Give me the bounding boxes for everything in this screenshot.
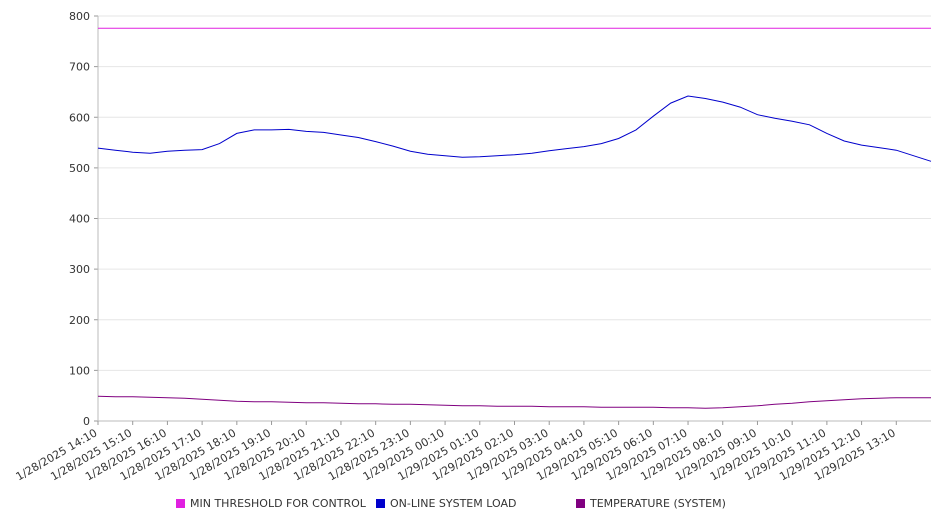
legend-item-threshold[interactable]: MIN THRESHOLD FOR CONTROL <box>176 497 366 510</box>
legend-swatch-threshold <box>176 499 185 508</box>
y-tick-label: 800 <box>69 10 90 23</box>
y-tick-label: 0 <box>83 415 90 428</box>
y-tick-label: 300 <box>69 263 90 276</box>
legend: MIN THRESHOLD FOR CONTROL ON-LINE SYSTEM… <box>0 497 946 515</box>
y-tick-label: 100 <box>69 364 90 377</box>
y-tick-label: 500 <box>69 162 90 175</box>
y-tick-label: 200 <box>69 314 90 327</box>
series-line-2 <box>97 395 931 409</box>
legend-swatch-temperature <box>576 499 585 508</box>
legend-swatch-system-load <box>376 499 385 508</box>
series-line-1 <box>97 95 932 162</box>
y-tick-label: 700 <box>69 61 90 74</box>
legend-label-temperature: TEMPERATURE (SYSTEM) <box>590 497 726 510</box>
legend-label-threshold: MIN THRESHOLD FOR CONTROL <box>190 497 366 510</box>
y-tick-label: 600 <box>69 111 90 124</box>
legend-label-system-load: ON-LINE SYSTEM LOAD <box>390 497 517 510</box>
y-tick-label: 400 <box>69 213 90 226</box>
legend-item-temperature[interactable]: TEMPERATURE (SYSTEM) <box>576 497 726 510</box>
legend-item-system-load[interactable]: ON-LINE SYSTEM LOAD <box>376 497 516 510</box>
